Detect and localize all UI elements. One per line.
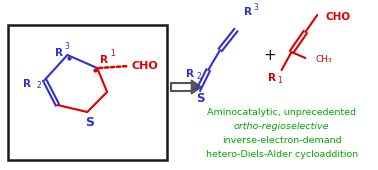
- Text: R: R: [268, 73, 276, 83]
- Text: R: R: [100, 55, 108, 65]
- Text: 2: 2: [196, 72, 201, 81]
- Text: R: R: [56, 48, 64, 58]
- Text: inverse-electron-demand: inverse-electron-demand: [222, 136, 341, 145]
- Bar: [8, 25, 167, 160]
- Text: CH₃: CH₃: [315, 55, 332, 64]
- Text: R: R: [23, 79, 31, 89]
- Text: S: S: [85, 115, 94, 129]
- Text: Aminocatalytic, unprecedented: Aminocatalytic, unprecedented: [207, 108, 356, 117]
- Text: ortho-regioselective: ortho-regioselective: [234, 122, 329, 131]
- Text: +: +: [263, 47, 276, 63]
- Polygon shape: [191, 80, 201, 94]
- Text: R: R: [186, 69, 194, 79]
- Text: 1: 1: [110, 49, 115, 58]
- Text: S: S: [196, 92, 204, 106]
- Text: CHO: CHO: [325, 12, 350, 22]
- Text: CHO: CHO: [132, 61, 158, 71]
- Text: R: R: [244, 7, 252, 17]
- Text: 3: 3: [254, 3, 259, 12]
- Text: 1: 1: [277, 76, 282, 85]
- Text: 3: 3: [64, 42, 69, 51]
- Text: hetero-Diels-Alder cycloaddition: hetero-Diels-Alder cycloaddition: [206, 150, 358, 159]
- Text: 2: 2: [37, 81, 42, 90]
